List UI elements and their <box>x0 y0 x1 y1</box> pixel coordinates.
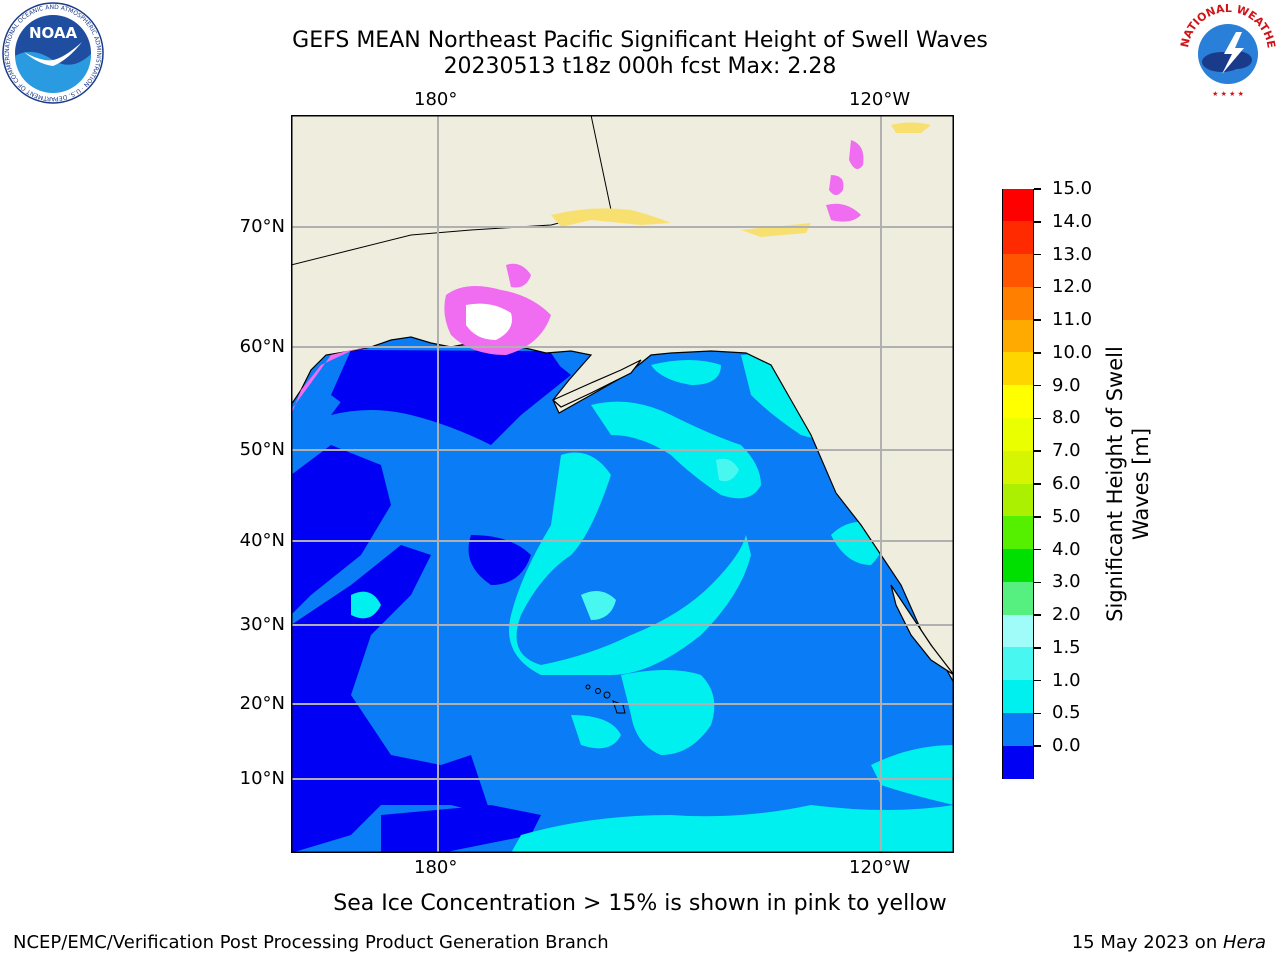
bering-basin <box>411 353 566 415</box>
colorbar-tick-label: 9.0 <box>1052 374 1081 396</box>
noaa-logo: NATIONAL OCEANIC AND ATMOSPHERIC ADMINIS… <box>2 2 104 104</box>
lon-label-top-180: 180° <box>414 89 458 110</box>
lon-label-bottom-180: 180° <box>414 857 458 878</box>
lat-label-30n: 30°N <box>239 614 285 635</box>
lon-label-bottom-120w: 120°W <box>849 857 911 878</box>
chart-title: GEFS MEAN Northeast Pacific Significant … <box>292 28 988 53</box>
colorbar-tick-mark <box>1034 679 1041 682</box>
colorbar-tick-label: 5.0 <box>1052 505 1081 527</box>
colorbar-tick-mark <box>1034 286 1041 289</box>
colorbar-tick-mark <box>1034 221 1041 223</box>
colorbar-tick-label: 3.0 <box>1052 571 1081 593</box>
colorbar-tick-mark <box>1034 450 1041 452</box>
footer-credit: NCEP/EMC/Verification Post Processing Pr… <box>13 932 609 953</box>
colorbar-tick-label: 12.0 <box>1052 276 1093 298</box>
colorbar-tick-label: 10.0 <box>1052 341 1093 363</box>
colorbar-segment <box>1003 188 1033 222</box>
colorbar-tick-label: 14.0 <box>1052 210 1093 232</box>
colorbar-label: Significant Height of Swell Waves [m] <box>1103 346 1153 622</box>
colorbar-tick-label: 6.0 <box>1052 473 1081 494</box>
colorbar-segment <box>1003 385 1033 419</box>
footer-date: 15 May 2023 on Hera <box>1072 932 1266 953</box>
footer-date-text: 15 May 2023 on <box>1071 932 1223 953</box>
colorbar-segment <box>1003 450 1033 484</box>
colorbar-segment <box>1003 614 1033 648</box>
colorbar-segment <box>1003 549 1033 583</box>
colorbar-tick-label: 8.0 <box>1052 407 1081 429</box>
colorbar-tick-label: 1.0 <box>1052 669 1081 691</box>
colorbar-segment <box>1003 286 1033 321</box>
colorbar-tick-mark <box>1034 319 1041 321</box>
colorbar-segment <box>1003 647 1033 681</box>
colorbar-tick-mark <box>1034 647 1041 649</box>
colorbar-segment <box>1003 581 1033 616</box>
colorbar <box>1002 188 1034 779</box>
colorbar-tick-label: 7.0 <box>1052 440 1081 462</box>
colorbar-segment <box>1003 680 1033 714</box>
colorbar-tick-mark <box>1034 188 1041 190</box>
sea-ice-note: Sea Ice Concentration > 15% is shown in … <box>333 891 947 916</box>
nws-logo-stars: ★ ★ ★ ★ <box>1212 90 1244 98</box>
lat-label-60n: 60°N <box>239 336 285 357</box>
footer-host: Hera <box>1222 932 1266 953</box>
sea-ice <box>291 122 931 415</box>
colorbar-tick-label: 2.0 <box>1052 604 1081 626</box>
lat-label-70n: 70°N <box>239 216 285 237</box>
colorbar-segment <box>1003 352 1033 386</box>
lat-label-20n: 20°N <box>239 693 285 714</box>
colorbar-tick-mark <box>1034 745 1041 747</box>
colorbar-tick-mark <box>1034 712 1041 715</box>
nws-logo: NATIONAL WEATHER SERVICE ★ ★ ★ ★ <box>1178 2 1278 100</box>
colorbar-tick-label: 1.5 <box>1052 636 1081 658</box>
colorbar-segment <box>1003 483 1033 517</box>
lat-label-10n: 10°N <box>239 768 285 789</box>
colorbar-tick-label: 0.5 <box>1052 702 1081 724</box>
colorbar-segment <box>1003 712 1033 747</box>
colorbar-segment <box>1003 319 1033 353</box>
colorbar-tick-mark <box>1034 417 1041 420</box>
colorbar-tick-mark <box>1034 352 1041 354</box>
high-swell-patches <box>581 458 739 620</box>
map-frame <box>291 115 954 853</box>
colorbar-tick-label: 11.0 <box>1052 309 1093 331</box>
graticule <box>291 115 954 853</box>
colorbar-segment <box>1003 417 1033 452</box>
colorbar-tick-mark <box>1034 581 1041 584</box>
lat-label-40n: 40°N <box>239 530 285 551</box>
colorbar-tick-mark <box>1034 253 1041 256</box>
colorbar-segment <box>1003 221 1033 255</box>
colorbar-tick-label: 15.0 <box>1052 178 1093 199</box>
colorbar-segment <box>1003 254 1033 288</box>
colorbar-tick-label: 13.0 <box>1052 243 1093 265</box>
noaa-logo-text: NOAA <box>29 24 78 42</box>
colorbar-tick-label: 4.0 <box>1052 538 1081 560</box>
colorbar-segment <box>1003 516 1033 550</box>
map-panel <box>291 115 954 853</box>
chart-subtitle: 20230513 t18z 000h fcst Max: 2.28 <box>443 54 837 79</box>
colorbar-tick-mark <box>1034 384 1041 387</box>
colorbar-tick-mark <box>1034 516 1041 518</box>
land-areas <box>291 115 954 685</box>
colorbar-tick-mark <box>1034 548 1041 551</box>
colorbar-tick-mark <box>1034 614 1041 616</box>
colorbar-tick-mark <box>1034 483 1041 485</box>
colorbar-segment <box>1003 745 1033 779</box>
colorbar-tick-label: 0.0 <box>1052 735 1081 757</box>
lat-label-50n: 50°N <box>239 439 285 460</box>
lon-label-top-120w: 120°W <box>849 89 911 110</box>
